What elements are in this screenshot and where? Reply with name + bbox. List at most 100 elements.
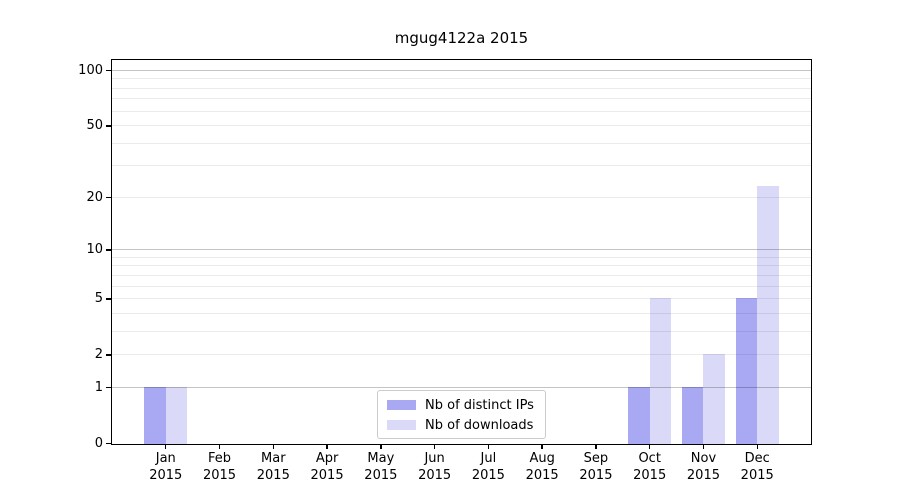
bar-dec-downloads — [757, 186, 779, 444]
y-gridline-minor — [112, 330, 811, 332]
bar-jan-distinct-ips — [144, 386, 166, 444]
y-gridline-major — [112, 70, 811, 71]
x-month-label: Jun — [424, 451, 445, 466]
x-year-label: 2015 — [579, 467, 613, 483]
bar-dec-distinct-ips — [735, 298, 758, 444]
x-year-label: 2015 — [633, 467, 667, 483]
y-gridline-minor — [112, 298, 811, 300]
x-tick-mark — [648, 444, 651, 449]
y-gridline-minor — [112, 265, 811, 267]
x-year-label: 2015 — [471, 467, 505, 483]
x-year-label: 2015 — [310, 467, 344, 483]
bar-oct-downloads — [649, 298, 672, 444]
x-tick-mark — [595, 444, 597, 449]
x-tick-mark — [702, 444, 705, 449]
y-tick-label: 50 — [86, 118, 103, 134]
x-tick-label: Jun 2015 — [405, 451, 465, 484]
y-tick-mark — [106, 354, 111, 356]
x-tick-label: Sep 2015 — [566, 451, 626, 484]
x-month-label: Sep — [583, 451, 609, 466]
y-tick-mark — [106, 125, 111, 127]
x-tick-label: Oct 2015 — [620, 451, 680, 484]
y-tick-label: 0 — [94, 436, 103, 451]
plot-area: Nb of distinct IPs Nb of downloads — [111, 59, 812, 445]
y-gridline-minor — [112, 274, 811, 276]
y-tick-label: 100 — [78, 63, 103, 78]
x-month-label: May — [367, 451, 395, 466]
x-tick-mark — [487, 444, 490, 449]
legend-swatch — [387, 400, 416, 410]
bar-oct-distinct-ips — [628, 386, 650, 444]
x-year-label: 2015 — [525, 467, 559, 483]
y-gridline-minor — [112, 312, 811, 314]
x-year-label: 2015 — [364, 467, 398, 483]
x-year-label: 2015 — [740, 467, 774, 483]
y-tick-mark — [106, 443, 111, 445]
x-tick-mark — [218, 444, 221, 449]
x-year-label: 2015 — [202, 467, 237, 483]
x-year-label: 2015 — [418, 467, 452, 483]
legend-label: Nb of distinct IPs — [425, 397, 534, 413]
x-month-label: Mar — [261, 451, 286, 466]
y-tick-mark — [106, 249, 111, 251]
y-gridline-minor — [112, 87, 811, 89]
y-gridline-minor — [112, 196, 811, 198]
y-gridline-major — [112, 386, 811, 388]
y-gridline-minor — [112, 165, 811, 167]
legend: Nb of distinct IPs Nb of downloads — [377, 390, 546, 439]
x-tick-mark — [165, 444, 167, 449]
y-gridline-minor — [112, 78, 811, 80]
x-tick-label: Aug 2015 — [512, 451, 572, 484]
x-tick-mark — [272, 444, 274, 449]
legend-swatch — [387, 420, 416, 430]
chart-title: mgug4122a 2015 — [394, 29, 529, 47]
x-month-label: Apr — [315, 451, 339, 466]
y-gridline-minor — [112, 142, 811, 144]
y-tick-mark — [106, 70, 111, 72]
y-gridline-minor — [112, 98, 811, 100]
x-tick-mark — [433, 444, 436, 449]
y-tick-label: 1 — [94, 379, 103, 395]
y-gridline-minor — [112, 125, 811, 127]
x-month-label: Jul — [480, 451, 497, 466]
x-month-label: Oct — [638, 451, 661, 466]
legend-item: Nb of distinct IPs — [387, 397, 536, 413]
x-tick-label: Jul 2015 — [458, 451, 518, 484]
x-tick-label: May 2015 — [351, 451, 411, 484]
bar-nov-downloads — [703, 354, 725, 444]
x-tick-label: Feb 2015 — [190, 451, 250, 484]
x-tick-mark — [380, 444, 382, 449]
x-month-label: Jan — [155, 451, 176, 466]
bar-nov-distinct-ips — [681, 386, 704, 444]
y-gridline-minor — [112, 256, 811, 258]
x-year-label: 2015 — [686, 467, 720, 483]
y-gridline-minor — [112, 354, 811, 356]
bar-jan-downloads — [165, 386, 188, 444]
y-tick-label: 5 — [94, 291, 103, 307]
x-year-label: 2015 — [256, 467, 290, 483]
x-year-label: 2015 — [149, 467, 183, 483]
x-tick-mark — [756, 444, 758, 449]
legend-item: Nb of downloads — [387, 417, 536, 433]
x-tick-label: Mar 2015 — [243, 451, 303, 484]
legend-label: Nb of downloads — [425, 417, 534, 433]
y-tick-label: 10 — [86, 242, 103, 258]
x-tick-label: Dec 2015 — [727, 451, 787, 484]
y-tick-mark — [106, 298, 111, 300]
x-tick-label: Apr 2015 — [297, 451, 357, 484]
x-tick-mark — [541, 444, 543, 449]
y-tick-label: 2 — [94, 347, 103, 363]
x-month-label: Aug — [529, 451, 555, 466]
x-month-label: Feb — [208, 451, 232, 466]
y-gridline-minor — [112, 110, 811, 112]
y-gridline-minor — [112, 285, 811, 287]
y-gridline-major — [112, 249, 811, 251]
x-tick-mark — [326, 444, 328, 449]
y-tick-mark — [106, 196, 111, 199]
x-month-label: Nov — [690, 451, 717, 466]
y-tick-mark — [106, 386, 111, 389]
x-tick-label: Nov 2015 — [673, 451, 733, 484]
x-tick-label: Jan 2015 — [136, 451, 196, 484]
y-tick-label: 20 — [86, 189, 103, 205]
